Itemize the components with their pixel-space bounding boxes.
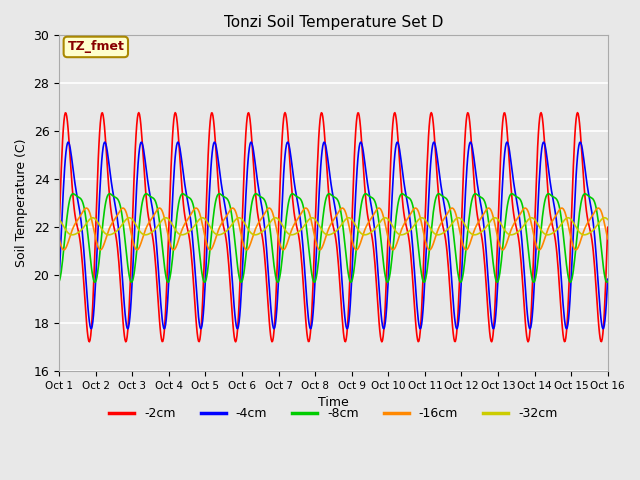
Line: -32cm: -32cm xyxy=(59,218,608,235)
-16cm xyxy=(406,212,414,218)
-8cm xyxy=(55,278,63,284)
Line: -8cm: -8cm xyxy=(59,194,608,282)
Text: TZ_fmet: TZ_fmet xyxy=(67,40,124,53)
Line: -4cm: -4cm xyxy=(59,142,608,329)
-16cm xyxy=(266,205,273,211)
-2cm xyxy=(374,311,382,316)
-2cm xyxy=(55,224,63,230)
-16cm xyxy=(390,247,397,252)
Y-axis label: Soil Temperature (C): Soil Temperature (C) xyxy=(15,139,28,267)
-4cm xyxy=(406,211,413,217)
-8cm xyxy=(604,278,612,284)
-4cm xyxy=(174,139,182,145)
-4cm xyxy=(89,319,97,325)
-16cm xyxy=(55,236,63,241)
-8cm xyxy=(374,215,382,221)
-2cm xyxy=(604,224,612,230)
-8cm xyxy=(472,191,480,197)
-32cm xyxy=(374,222,381,228)
-4cm xyxy=(473,176,481,181)
-32cm xyxy=(55,216,63,222)
-2cm xyxy=(378,339,386,345)
-32cm xyxy=(89,215,97,221)
-4cm xyxy=(417,326,424,332)
-8cm xyxy=(89,274,97,279)
Line: -16cm: -16cm xyxy=(59,208,608,250)
-2cm xyxy=(473,207,481,213)
-2cm xyxy=(406,244,414,250)
-32cm xyxy=(529,215,537,221)
-2cm xyxy=(529,272,537,277)
-32cm xyxy=(381,215,389,221)
-32cm xyxy=(473,232,481,238)
-8cm xyxy=(406,195,413,201)
-2cm xyxy=(390,114,397,120)
-16cm xyxy=(375,205,383,211)
-4cm xyxy=(389,180,397,186)
Legend: -2cm, -4cm, -8cm, -16cm, -32cm: -2cm, -4cm, -8cm, -16cm, -32cm xyxy=(104,402,563,425)
-16cm xyxy=(89,222,97,228)
-4cm xyxy=(55,276,63,282)
-16cm xyxy=(529,228,537,234)
-16cm xyxy=(604,236,612,241)
-16cm xyxy=(353,247,360,253)
-4cm xyxy=(604,276,612,282)
-4cm xyxy=(529,305,537,311)
-8cm xyxy=(529,278,537,284)
-32cm xyxy=(406,228,413,234)
-32cm xyxy=(604,216,612,222)
-16cm xyxy=(473,222,481,228)
-32cm xyxy=(389,224,397,229)
-2cm xyxy=(89,301,97,307)
-2cm xyxy=(281,110,289,116)
-4cm xyxy=(374,276,382,281)
Line: -2cm: -2cm xyxy=(59,113,608,342)
-8cm xyxy=(389,247,397,252)
-32cm xyxy=(470,232,478,238)
Title: Tonzi Soil Temperature Set D: Tonzi Soil Temperature Set D xyxy=(224,15,443,30)
-8cm xyxy=(493,279,501,285)
X-axis label: Time: Time xyxy=(318,396,349,409)
-8cm xyxy=(179,191,187,197)
